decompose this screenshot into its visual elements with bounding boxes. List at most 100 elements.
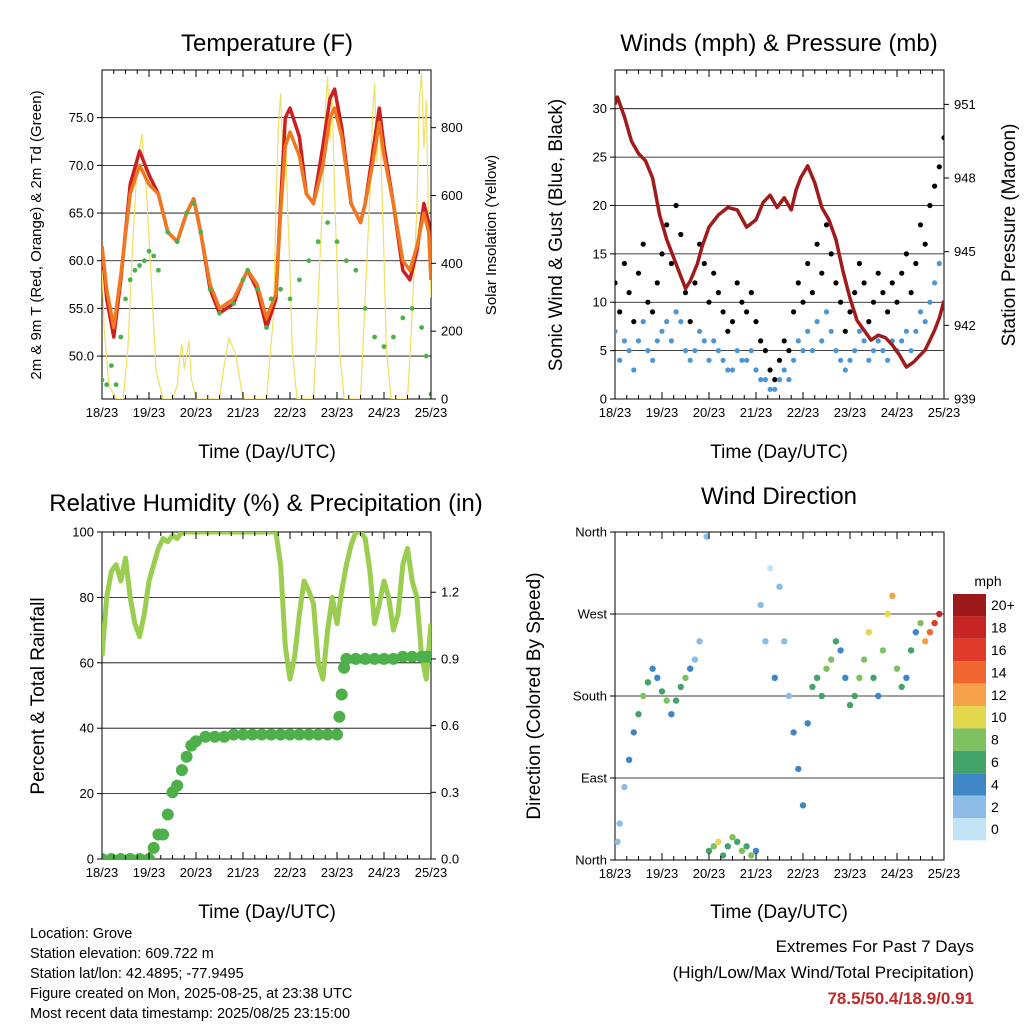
y-tick-label: 20 bbox=[80, 786, 94, 801]
direction-point bbox=[865, 629, 872, 636]
y-tick-label: 0 bbox=[87, 852, 94, 867]
direction-point bbox=[903, 674, 910, 681]
series-point-winds-0 bbox=[889, 280, 895, 286]
series-point-winds-1 bbox=[748, 348, 754, 354]
y-tick-label: 5 bbox=[600, 343, 607, 358]
series-point-winds-1 bbox=[626, 348, 632, 354]
series-point-winds-1 bbox=[734, 348, 740, 354]
series-point-winds-1 bbox=[861, 338, 867, 344]
series-point-winds-0 bbox=[767, 367, 773, 373]
series-point-winds-1 bbox=[870, 348, 877, 354]
y-tick-label: 25 bbox=[593, 150, 607, 165]
series-point-rh-1 bbox=[321, 728, 334, 741]
y-tick-label: West bbox=[578, 607, 608, 622]
y2-tick-label: 0 bbox=[441, 392, 448, 407]
direction-point bbox=[917, 619, 924, 627]
direction-point bbox=[748, 852, 755, 859]
series-point-winds-1 bbox=[678, 319, 684, 325]
series-point-temp-3 bbox=[297, 277, 302, 283]
series-point-rh-1 bbox=[124, 853, 137, 859]
series-point-winds-1 bbox=[819, 338, 825, 344]
series-point-winds-0 bbox=[861, 280, 867, 286]
wind-direction-y-label: Direction (Colored By Speed) bbox=[524, 572, 545, 819]
series-point-winds-1 bbox=[885, 357, 891, 363]
series-point-rh-1 bbox=[387, 652, 400, 665]
extremes-title: Extremes For Past 7 Days bbox=[775, 937, 974, 956]
series-point-winds-1 bbox=[823, 309, 830, 315]
series-point-winds-0 bbox=[842, 328, 848, 334]
direction-point bbox=[615, 838, 621, 845]
direction-point bbox=[705, 847, 713, 855]
series-point-winds-0 bbox=[894, 299, 900, 305]
series-point-winds-1 bbox=[917, 309, 924, 315]
series-point-temp-3 bbox=[109, 363, 114, 368]
series-point-winds-0 bbox=[870, 299, 877, 305]
extremes-subtitle: (High/Low/Max Wind/Total Precipitation) bbox=[672, 963, 974, 982]
series-point-winds-1 bbox=[615, 328, 618, 334]
series-point-winds-1 bbox=[828, 328, 834, 334]
series-point-winds-0 bbox=[814, 241, 820, 247]
series-point-winds-0 bbox=[805, 260, 811, 267]
wind-direction-x-label: Time (Day/UTC) bbox=[710, 902, 848, 923]
direction-point bbox=[809, 683, 816, 691]
series-point-winds-1 bbox=[913, 328, 919, 334]
series-point-winds-0 bbox=[772, 377, 778, 383]
x-tick-label: 18/23 bbox=[86, 405, 119, 420]
series-point-temp-3 bbox=[409, 306, 415, 311]
series-point-rh-1 bbox=[133, 853, 146, 859]
series-point-rh-1 bbox=[114, 853, 127, 859]
series-point-winds-0 bbox=[635, 270, 642, 276]
direction-point bbox=[846, 701, 854, 709]
temperature-x-label: Time (Day/UTC) bbox=[198, 442, 336, 463]
series-point-temp-3 bbox=[362, 306, 368, 311]
series-point-temp-3 bbox=[268, 296, 274, 302]
direction-point bbox=[668, 711, 675, 718]
series-point-winds-0 bbox=[856, 260, 863, 267]
series-point-temp-3 bbox=[315, 239, 321, 245]
y2-tick-label: 0.0 bbox=[441, 852, 459, 867]
x-tick-label: 18/23 bbox=[599, 405, 632, 420]
series-point-winds-1 bbox=[687, 357, 693, 363]
y-tick-label: 60.0 bbox=[69, 253, 94, 268]
direction-point bbox=[893, 665, 901, 672]
series-point-winds-1 bbox=[645, 348, 651, 354]
direction-point bbox=[790, 729, 797, 736]
direction-point bbox=[781, 638, 788, 645]
y-tick-label: North bbox=[575, 525, 607, 540]
series-point-winds-0 bbox=[936, 164, 942, 170]
series-point-temp-3 bbox=[306, 258, 312, 264]
series-point-winds-0 bbox=[640, 241, 646, 247]
colorbar-label: 0 bbox=[991, 821, 999, 837]
colorbar-label: 20+ bbox=[991, 597, 1015, 613]
series-point-rh-1 bbox=[293, 728, 306, 741]
series-line-winds-2 bbox=[615, 95, 944, 369]
y2-tick-label: 1.2 bbox=[441, 585, 459, 600]
y-tick-label: 65.0 bbox=[69, 206, 94, 221]
wind-direction-title: Wind Direction bbox=[701, 483, 857, 510]
series-point-winds-0 bbox=[885, 309, 891, 315]
extremes-box: Extremes For Past 7 Days (High/Low/Max W… bbox=[673, 934, 974, 1012]
direction-point bbox=[776, 583, 783, 590]
direction-point bbox=[889, 592, 896, 599]
series-point-winds-0 bbox=[833, 280, 839, 286]
series-point-winds-1 bbox=[903, 328, 910, 334]
colorbar-swatch bbox=[953, 594, 986, 617]
humidity-y-label: Percent & Total Rainfall bbox=[28, 597, 49, 794]
series-point-winds-1 bbox=[795, 338, 801, 344]
series-point-temp-3 bbox=[184, 210, 190, 216]
y-tick-label: East bbox=[581, 771, 607, 786]
series-point-temp-3 bbox=[156, 267, 161, 273]
series-point-temp-3 bbox=[191, 201, 197, 206]
series-point-winds-1 bbox=[880, 348, 886, 354]
direction-point bbox=[842, 674, 849, 681]
series-point-winds-1 bbox=[814, 319, 820, 325]
series-point-winds-1 bbox=[936, 260, 942, 267]
extremes-values: 78.5/50.4/18.9/0.91 bbox=[827, 989, 974, 1008]
series-point-winds-1 bbox=[772, 386, 778, 392]
series-point-temp-3 bbox=[245, 267, 251, 273]
x-tick-label: 24/23 bbox=[881, 866, 914, 881]
series-point-winds-1 bbox=[664, 319, 670, 325]
series-point-temp-3 bbox=[165, 229, 171, 235]
colorbar-label: 16 bbox=[991, 642, 1007, 658]
colorbar-swatch bbox=[953, 728, 986, 751]
